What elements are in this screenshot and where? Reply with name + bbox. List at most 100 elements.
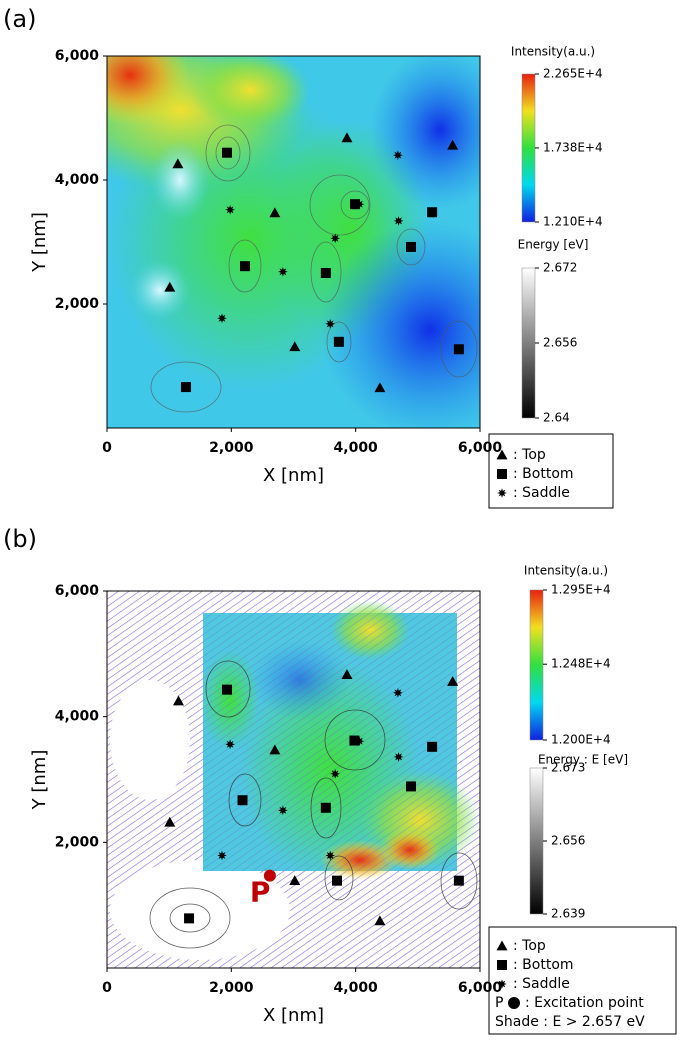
marker-bottom — [184, 913, 195, 924]
marker-bottom — [405, 241, 416, 252]
marker-top — [269, 207, 281, 218]
x-tick-label: 0 — [102, 980, 112, 996]
marker-saddle — [330, 233, 340, 244]
marker-top — [269, 744, 281, 755]
marker-saddle — [393, 216, 404, 226]
marker-excitation — [508, 997, 520, 1009]
marker-bottom — [427, 741, 438, 752]
plot-frame — [106, 590, 481, 969]
marker-saddle — [393, 150, 403, 160]
marker-saddle — [330, 769, 340, 779]
x-axis-label: X [nm] — [263, 1005, 324, 1026]
colorbar — [521, 73, 536, 223]
marker-top — [289, 341, 301, 352]
marker-top — [164, 281, 176, 292]
marker-bottom — [333, 336, 344, 347]
panel-label: (b) — [3, 525, 37, 553]
marker-saddle — [225, 205, 235, 215]
marker-saddle — [497, 979, 507, 989]
colorbar-title: Intensity(a.u.) — [524, 564, 608, 578]
marker-top — [447, 675, 459, 686]
y-axis-label: Y [nm] — [29, 750, 50, 811]
y-tick-label: 4,000 — [55, 172, 100, 188]
legend-entry: : Saddle — [513, 485, 570, 501]
plot-frame — [106, 55, 481, 429]
colorbar-tick-label: 1.295E+4 — [551, 583, 611, 597]
legend-box-a — [488, 433, 614, 509]
marker-saddle — [325, 319, 335, 329]
colorbar-tick-label: 1.738E+4 — [543, 140, 603, 154]
y-tick-label: 4,000 — [55, 709, 100, 725]
marker-top — [447, 139, 459, 150]
marker-bottom — [453, 344, 464, 355]
marker-top — [172, 695, 184, 706]
marker-saddle — [217, 850, 227, 861]
marker-saddle — [497, 488, 507, 498]
marker-top — [289, 875, 301, 886]
marker-top — [172, 158, 184, 169]
colorbar — [521, 267, 536, 419]
colorbar-tick-label: 2.656 — [551, 834, 585, 848]
marker-bottom — [240, 261, 251, 272]
y-tick-label: 6,000 — [55, 48, 100, 64]
y-axis-label: Y [nm] — [29, 212, 50, 273]
marker-saddle — [325, 850, 335, 861]
marker-top — [374, 915, 386, 926]
colorbar-title: Intensity(a.u.) — [511, 45, 595, 59]
point-label: P — [250, 876, 271, 909]
colorbar-tick-label: 2.265E+4 — [543, 67, 603, 81]
x-tick-label: 6,000 — [458, 440, 503, 456]
marker-top — [341, 132, 353, 143]
legend-entry: : Saddle — [513, 976, 570, 992]
y-tick-label: 6,000 — [55, 583, 100, 599]
colorbar-title: Energy [eV] — [518, 238, 589, 252]
marker-top — [496, 449, 508, 460]
marker-saddle — [278, 805, 288, 816]
marker-bottom — [320, 268, 331, 278]
marker-top — [496, 940, 508, 951]
marker-bottom — [320, 802, 331, 813]
y-tick-label: 2,000 — [55, 296, 100, 312]
marker-bottom — [427, 207, 438, 218]
marker-saddle — [217, 313, 227, 324]
colorbar-tick-label: 1.210E+4 — [543, 215, 603, 229]
x-tick-label: 2,000 — [209, 980, 254, 996]
marker-bottom — [221, 684, 232, 695]
panel-label: (a) — [3, 5, 36, 33]
marker-bottom — [180, 382, 191, 393]
marker-saddle — [354, 736, 365, 746]
colorbar — [529, 767, 544, 915]
x-tick-label: 4,000 — [334, 980, 379, 996]
marker-saddle — [225, 739, 235, 750]
x-tick-label: 4,000 — [334, 440, 379, 456]
colorbar-tick-label: 2.64 — [543, 411, 570, 425]
marker-bottom — [221, 147, 232, 158]
legend-entry: : Excitation point — [525, 995, 644, 1011]
legend-box-b — [488, 926, 677, 1035]
marker-bottom — [453, 875, 464, 886]
x-tick-label: 0 — [102, 440, 112, 456]
marker-bottom — [405, 781, 416, 792]
x-tick-label: 6,000 — [458, 980, 503, 996]
heatmap-b — [107, 591, 480, 968]
legend-entry: : Top — [513, 938, 546, 954]
legend-entry: : Bottom — [513, 957, 574, 973]
annotation: Shade : E > 2.657 eV — [495, 1014, 645, 1030]
colorbar-tick-label: 1.248E+4 — [551, 657, 611, 671]
colorbar-tick-label: 2.672 — [543, 261, 577, 275]
marker-top — [164, 816, 176, 827]
marker-saddle — [393, 688, 403, 698]
marker-bottom — [349, 735, 360, 746]
x-tick-label: 2,000 — [209, 440, 254, 456]
colorbar-title: Energy : E [eV] — [538, 753, 628, 767]
marker-saddle — [393, 752, 404, 762]
marker-excitation — [263, 869, 276, 882]
colorbar-tick-label: 2.639 — [551, 907, 585, 921]
colorbar-tick-label: 2.656 — [543, 336, 577, 350]
x-axis-label: X [nm] — [263, 465, 324, 486]
colorbar — [529, 589, 544, 741]
marker-saddle — [278, 267, 288, 277]
legend-entry: : Top — [513, 447, 546, 463]
